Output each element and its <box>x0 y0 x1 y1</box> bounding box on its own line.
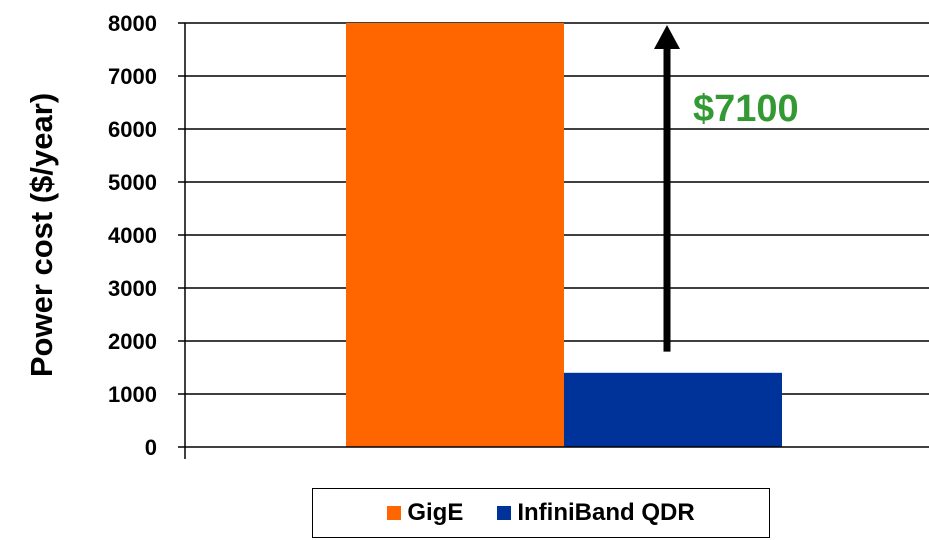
annotation-group: $7100 <box>654 25 799 352</box>
tick-label-5000: 5000 <box>108 170 157 195</box>
legend-label-infiniband: InfiniBand QDR <box>517 499 695 526</box>
tick-label-6000: 6000 <box>108 117 157 142</box>
y-axis-title: Power cost ($/year) <box>24 93 59 377</box>
legend: GigE InfiniBand QDR <box>312 488 770 538</box>
tick-label-8000: 8000 <box>108 11 157 36</box>
bar-gige <box>346 23 564 447</box>
axes <box>184 23 929 459</box>
tick-label-2000: 2000 <box>108 329 157 354</box>
tick-label-4000: 4000 <box>108 223 157 248</box>
tick-label-3000: 3000 <box>108 276 157 301</box>
legend-swatch-gige <box>387 506 402 520</box>
tick-label-7000: 7000 <box>108 64 157 89</box>
legend-item-gige: GigE <box>387 499 463 527</box>
bars <box>346 23 782 447</box>
tick-label-0: 0 <box>145 435 157 460</box>
legend-item-infiniband: InfiniBand QDR <box>497 499 695 527</box>
legend-label-gige: GigE <box>407 499 464 526</box>
annotation-label: $7100 <box>693 88 799 130</box>
bar-infiniband-qdr <box>564 372 782 447</box>
tick-label-1000: 1000 <box>108 382 157 407</box>
y-ticks: 0 1000 2000 3000 4000 5000 6000 7000 8000 <box>108 11 185 460</box>
legend-swatch-infiniband <box>497 506 512 520</box>
annotation-arrow-head <box>654 25 680 49</box>
